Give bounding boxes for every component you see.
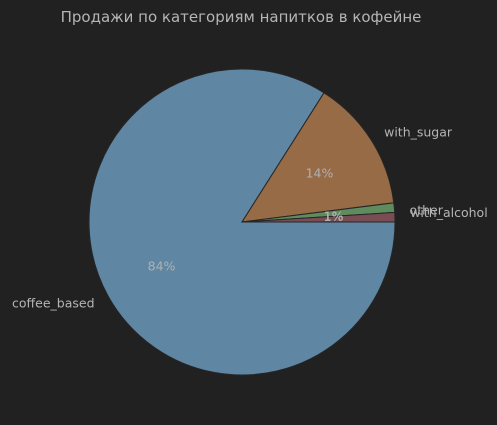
category-label-with-alcohol: with_alcohol [410,205,487,220]
chart-title: Продажи по категориям напитков в кофейне [61,8,422,26]
percent-label-other: 1% [323,209,343,224]
pie-slices [88,68,396,376]
category-label-with-sugar: with_sugar [384,124,453,139]
percent-label-coffee-based: 84% [148,259,176,274]
percent-label-with-alcohol: 1% [324,209,344,224]
pie-slice-with-alcohol [241,211,396,223]
percent-labels: 84%14%1%1% [148,165,344,273]
category-label-coffee-based: coffee_based [12,296,95,311]
pie-slice-with-sugar [241,92,395,223]
category-label-other: other [410,203,444,218]
percent-label-with-sugar: 14% [306,165,334,180]
